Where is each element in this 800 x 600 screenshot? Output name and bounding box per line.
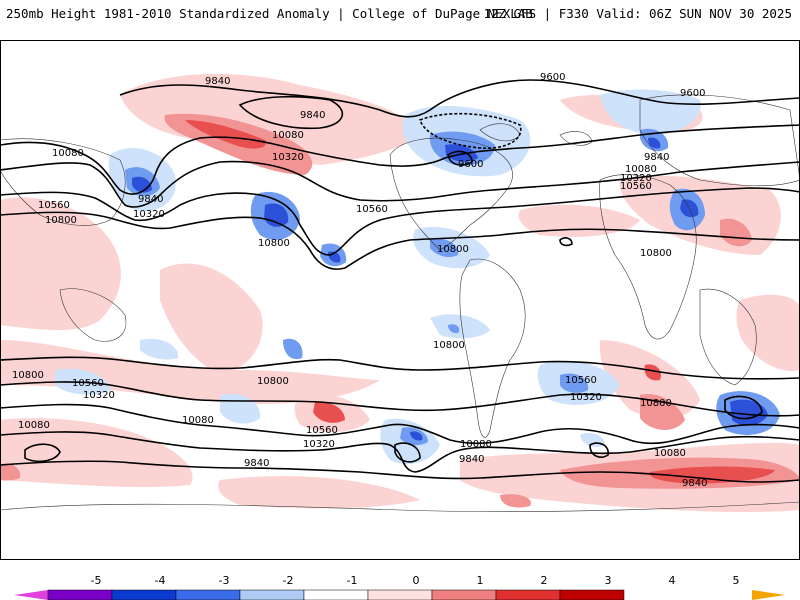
- colorbar-segment: [559, 589, 625, 600]
- contour-label: 10800: [45, 215, 77, 226]
- anomaly-map: 9840 9600 9840 10080 10320 10080 9840 10…: [0, 40, 800, 560]
- contour-label: 9840: [459, 454, 484, 465]
- colorbar-segment: [111, 589, 177, 600]
- colorbar-tick-label: 4: [669, 574, 676, 587]
- contour-label: 10320: [83, 390, 115, 401]
- contour-label: 10320: [303, 439, 335, 450]
- contour-label: 10800: [437, 244, 469, 255]
- colorbar-tick-label: 3: [605, 574, 612, 587]
- contour-label: 10320: [133, 209, 165, 220]
- contour-label: 10320: [272, 152, 304, 163]
- contour-label: 10080: [625, 164, 657, 175]
- colorbar-tick-label: -2: [283, 574, 294, 587]
- map-title: 250mb Height 1981-2010 Standardized Anom…: [6, 6, 533, 21]
- colorbar-segment: [239, 589, 305, 600]
- colorbar-tick-label: -1: [347, 574, 358, 587]
- colorbar-segment: [303, 589, 369, 600]
- colorbar-segment: [495, 589, 561, 600]
- colorbar-segment: [175, 589, 241, 600]
- contour-label: 10800: [257, 376, 289, 387]
- contour-label: 10080: [18, 420, 50, 431]
- contour-label: 10320: [620, 173, 652, 184]
- colorbar-segment: [47, 589, 113, 600]
- colorbar-tick-label: 0: [413, 574, 420, 587]
- contour-label: 10080: [272, 130, 304, 141]
- contour-label: 9840: [244, 458, 269, 469]
- contour-labels: 9840 9600 9840 10080 10320 10080 9840 10…: [12, 72, 707, 489]
- contour-label: 10080: [52, 148, 84, 159]
- contour-label: 9840: [682, 478, 707, 489]
- colorbar: -5 -4 -3 -2 -1 0 1 2 3 4 5: [14, 574, 785, 600]
- contour-label: 10560: [72, 378, 104, 389]
- contour-label: 10800: [640, 248, 672, 259]
- colorbar-tick-label: -4: [155, 574, 166, 587]
- contour-label: 9600: [458, 159, 483, 170]
- contour-label: 10080: [654, 448, 686, 459]
- contour-label: 10560: [306, 425, 338, 436]
- colorbar-segment: [367, 589, 433, 600]
- contour-label: 9840: [644, 152, 669, 163]
- colorbar-tick-label: 2: [541, 574, 548, 587]
- contour-label: 9840: [138, 194, 163, 205]
- valid-time: 12Z GFS | F330 Valid: 06Z SUN NOV 30 202…: [483, 6, 792, 21]
- colorbar-segment: [431, 589, 497, 600]
- contour-label: 10800: [640, 398, 672, 409]
- contour-label: 10800: [12, 370, 44, 381]
- contour-label: 9600: [680, 88, 705, 99]
- contour-label: 10800: [258, 238, 290, 249]
- height-contours: [0, 79, 800, 483]
- contour-label: 10080: [460, 439, 492, 450]
- contour-label: 10560: [38, 200, 70, 211]
- colorbar-extend-left: [14, 590, 48, 600]
- contour-label: 10800: [433, 340, 465, 351]
- colorbar-tick-label: -3: [219, 574, 230, 587]
- colorbar-tick-label: 1: [477, 574, 484, 587]
- colorbar-extend-right: [752, 590, 785, 600]
- contour-label: 9600: [540, 72, 565, 83]
- contour-label: 9840: [205, 76, 230, 87]
- contour-label: 10080: [182, 415, 214, 426]
- contour-label: 9840: [300, 110, 325, 121]
- contour-label: 10560: [565, 375, 597, 386]
- colorbar-tick-label: 5: [733, 574, 740, 587]
- contour-label: 10560: [620, 181, 652, 192]
- contour-label: 10560: [356, 204, 388, 215]
- contour-label: 10320: [570, 392, 602, 403]
- colorbar-tick-label: -5: [91, 574, 102, 587]
